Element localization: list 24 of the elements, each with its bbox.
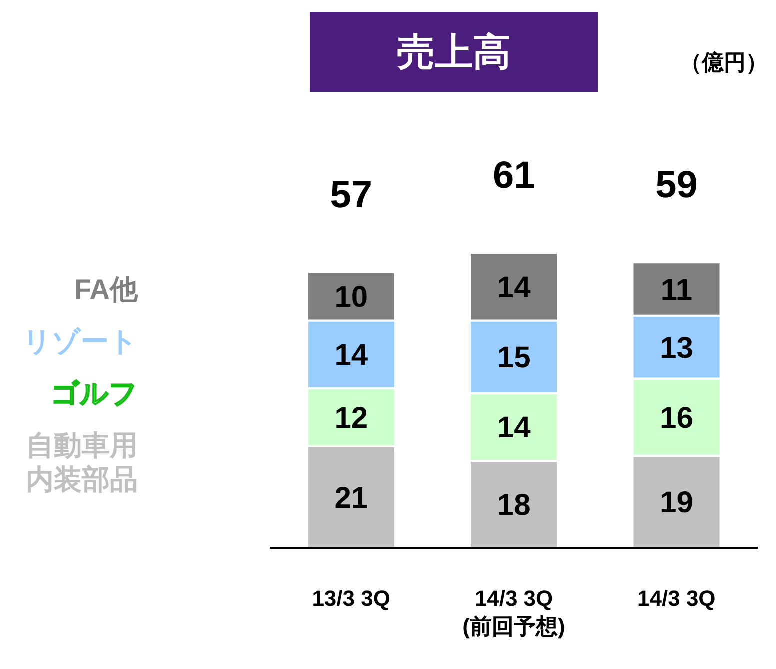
data-label: 11 [660, 274, 693, 307]
total-label: 57 [330, 174, 373, 216]
x-tick-label: 13/3 3Q [312, 586, 390, 611]
data-label: 19 [660, 486, 694, 520]
x-tick-label: 14/3 3Q (前回予想) [462, 586, 566, 639]
text: （億円） [680, 49, 768, 77]
data-label: 10 [334, 281, 368, 314]
data-label: 18 [497, 489, 531, 522]
total-label: 61 [492, 155, 536, 197]
data-label: 21 [334, 482, 368, 515]
text: リゾート [22, 325, 138, 359]
data-label: 15 [497, 342, 531, 375]
data-label: 16 [660, 402, 694, 436]
total-label: 59 [656, 164, 698, 207]
text: FA他 [73, 273, 138, 307]
x-tick-label: 14/3 3Q [638, 586, 716, 611]
chart-title: 売上高 [310, 12, 598, 92]
data-label: 12 [334, 402, 368, 436]
text: ゴルフ [50, 377, 138, 411]
data-label: 14 [497, 272, 532, 304]
text: 自動車用内装部品 [25, 429, 138, 497]
data-label: 14 [497, 412, 532, 445]
data-label: 14 [334, 339, 368, 372]
data-label: 13 [660, 332, 694, 365]
